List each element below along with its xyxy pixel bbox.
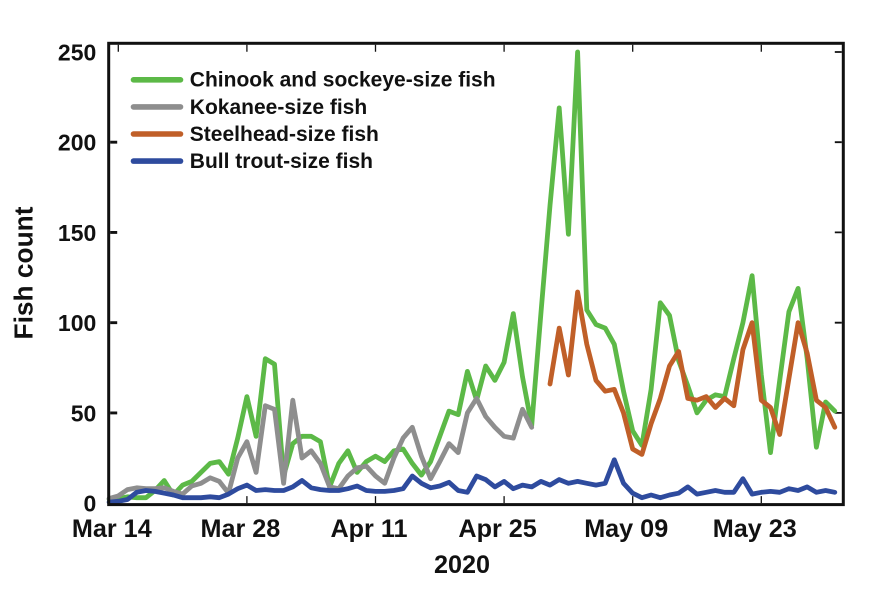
svg-text:0: 0 (84, 491, 97, 517)
svg-text:Chinook and sockeye-size fish: Chinook and sockeye-size fish (190, 69, 496, 92)
svg-text:Mar 14: Mar 14 (72, 515, 152, 543)
svg-text:Bull trout-size fish: Bull trout-size fish (190, 150, 373, 173)
svg-text:2020: 2020 (434, 551, 490, 579)
svg-text:Mar 28: Mar 28 (200, 515, 280, 543)
svg-text:Steelhead-size fish: Steelhead-size fish (190, 123, 379, 146)
svg-text:Kokanee-size fish: Kokanee-size fish (190, 96, 367, 119)
svg-text:May 09: May 09 (584, 515, 668, 543)
svg-text:100: 100 (58, 310, 96, 336)
svg-text:50: 50 (71, 400, 97, 426)
svg-text:150: 150 (58, 220, 96, 246)
svg-text:200: 200 (58, 130, 96, 156)
svg-text:Apr 11: Apr 11 (330, 515, 407, 543)
svg-text:May 23: May 23 (713, 515, 797, 543)
svg-text:Apr 25: Apr 25 (458, 515, 536, 543)
svg-text:250: 250 (58, 39, 96, 65)
svg-text:Fish count: Fish count (8, 206, 38, 339)
